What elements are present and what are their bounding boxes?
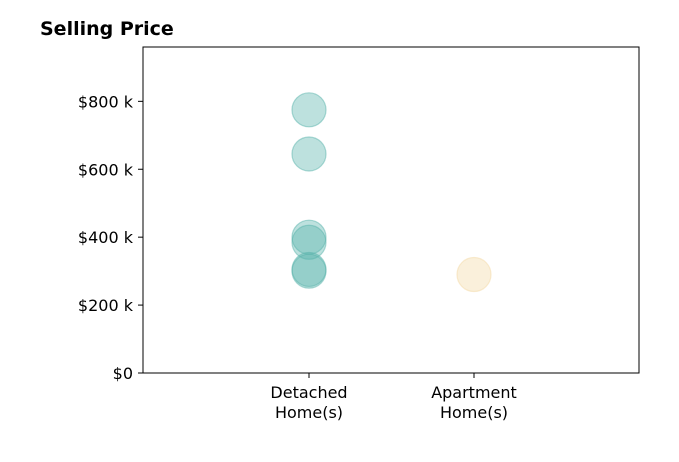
y-axis: $0 $200 k $400 k $600 k $800 k — [78, 92, 143, 383]
y-tick-label: $600 k — [78, 160, 134, 179]
data-points — [291, 92, 492, 293]
y-tick-label: $800 k — [78, 92, 134, 111]
y-tick-label: $200 k — [78, 296, 134, 315]
data-point — [291, 136, 327, 172]
data-point — [291, 224, 327, 260]
y-tick-label: $400 k — [78, 228, 134, 247]
data-point — [291, 92, 327, 128]
data-point — [456, 256, 492, 293]
y-tick-label: $0 — [113, 364, 133, 383]
x-tick-label: Apartment Home(s) — [431, 383, 517, 422]
plot-frame — [142, 46, 640, 374]
x-tick-label: Detached Home(s) — [270, 383, 347, 422]
chart-title: Selling Price — [40, 18, 174, 40]
data-point — [291, 253, 327, 289]
x-axis: Detached Home(s) Apartment Home(s) — [270, 373, 517, 422]
